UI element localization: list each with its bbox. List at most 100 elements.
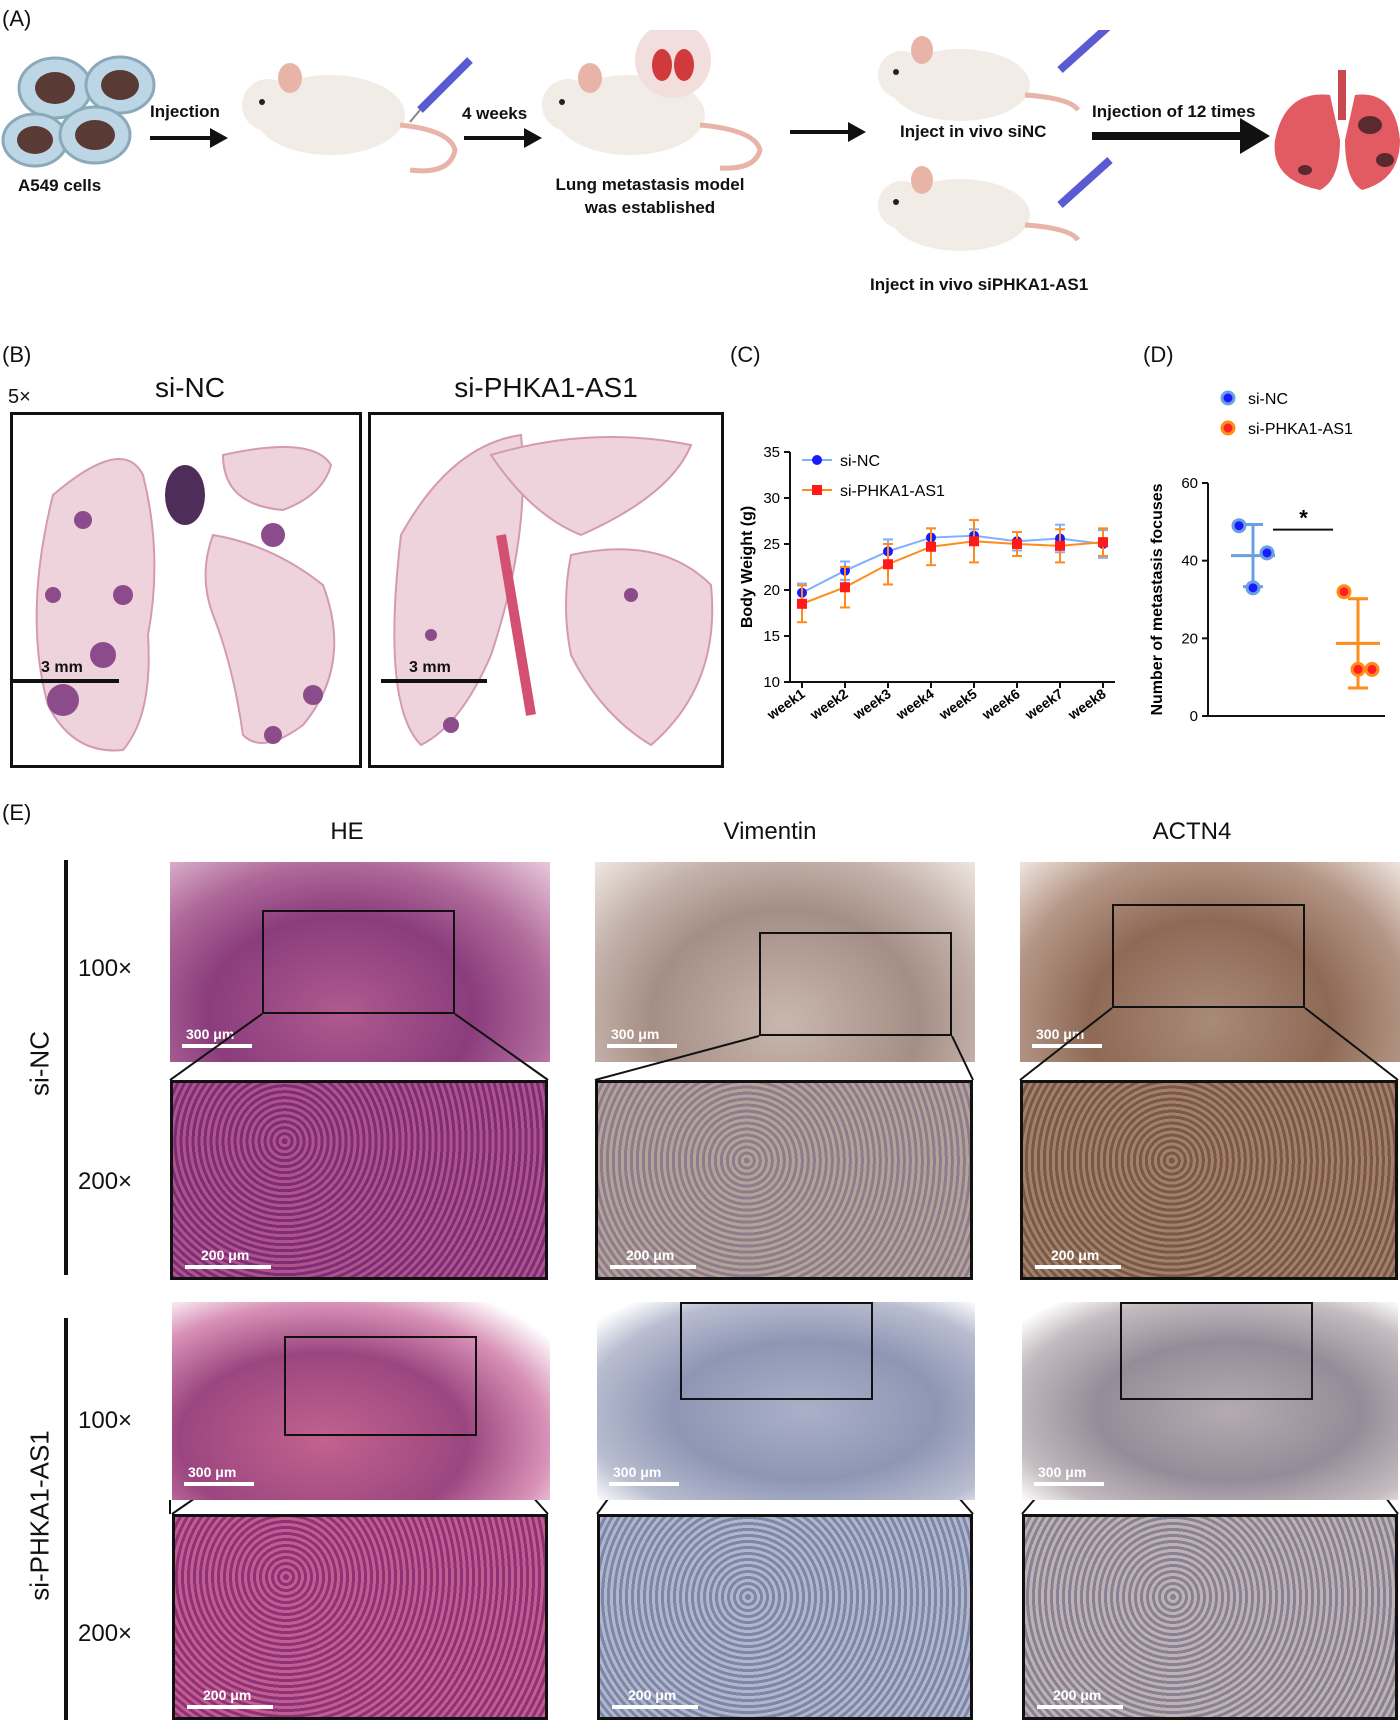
scalebar-label: 300 μm [1038, 1464, 1087, 1480]
scalebar-label: 200 μm [628, 1687, 677, 1703]
scalebar-label-b1: 3 mm [41, 659, 83, 676]
y-axis-label: Number of metastasis focuses [1149, 483, 1166, 715]
legend-marker [1220, 420, 1236, 436]
legend-marker [812, 455, 822, 465]
arrow-1-head [210, 128, 228, 148]
image-actn4-200-sinc: 200 μm [1020, 1080, 1398, 1280]
y-tick-label: 0 [1190, 708, 1198, 725]
panel-b-title-sinc: si-NC [155, 372, 225, 403]
scalebar [1032, 1044, 1102, 1048]
group-siphka1-label: Inject in vivo siPHKA1-AS1 [870, 275, 1089, 294]
scalebar-label: 200 μm [203, 1687, 252, 1703]
legend-marker [812, 485, 822, 495]
column-title-actn4: ACTN4 [1152, 818, 1232, 845]
scalebar-label: 200 μm [626, 1247, 675, 1263]
mag-100-sinc: 100× [78, 955, 133, 982]
image-actn4-100-siphka1: 300 μm [1022, 1302, 1398, 1500]
row-bracket-siphka1 [64, 1318, 68, 1720]
panel-a-illustration [1, 30, 1400, 251]
data-point [1350, 661, 1366, 677]
zoom-box [262, 910, 455, 1014]
arrow-2 [464, 136, 526, 140]
mouse-2-illustration [542, 30, 763, 171]
cells-label: A549 cells [18, 176, 102, 195]
image-vimentin-100-siphka1: 300 μm [597, 1302, 975, 1500]
zoom-box [759, 932, 952, 1036]
data-point [1259, 545, 1275, 561]
scalebar [185, 1265, 271, 1269]
image-he-100-siphka1: 300 μm [172, 1302, 550, 1500]
mouse-3-illustration [878, 30, 1111, 121]
a549-cells-illustration [1, 55, 156, 168]
y-tick-label: 20 [763, 582, 780, 599]
data-point [1055, 540, 1065, 551]
scalebar [612, 1705, 698, 1709]
y-axis-label: Body Weight (g) [739, 506, 756, 628]
scalebar-b1 [13, 679, 119, 683]
lung-section-sinc: 3 mm [10, 412, 362, 768]
scalebar [1034, 1482, 1104, 1486]
data-point [1364, 661, 1380, 677]
image-he-200-siphka1: 200 μm [172, 1514, 548, 1720]
scalebar-b2 [381, 679, 487, 683]
mouse-4-illustration [878, 157, 1113, 251]
scalebar [187, 1705, 273, 1709]
data-point [926, 541, 936, 552]
data-point [1098, 537, 1108, 548]
scalebar-label: 300 μm [188, 1464, 237, 1480]
y-tick-label: 60 [1181, 475, 1198, 492]
legend-label: si-NC [840, 453, 880, 470]
y-tick-label: 20 [1181, 630, 1198, 647]
zoom-box [1120, 1302, 1313, 1400]
metastatic-lungs-illustration [1274, 70, 1400, 190]
scalebar [1037, 1705, 1123, 1709]
y-tick-label: 10 [763, 674, 780, 691]
image-he-100-sinc: 300 μm [170, 862, 550, 1062]
zoom-box [680, 1302, 873, 1400]
arrow-4 [1092, 132, 1242, 140]
mag-100-siphka1: 100× [78, 1407, 133, 1434]
legend-label: si-PHKA1-AS1 [840, 483, 945, 500]
panel-a-letter: (A) [2, 6, 32, 31]
lung-section-sinc-drawing [35, 446, 336, 752]
scalebar [607, 1044, 677, 1048]
panel-b-magnification: 5× [8, 386, 31, 408]
series-line [801, 540, 1104, 605]
y-tick-label: 15 [763, 628, 780, 645]
arrow-1 [150, 136, 212, 140]
panel-b-title-siphka1: si-PHKA1-AS1 [454, 372, 638, 403]
data-point [840, 582, 850, 593]
group-sinc-label: Inject in vivo siNC [900, 122, 1047, 141]
image-vimentin-200-siphka1: 200 μm [597, 1514, 973, 1720]
model-label-line1: Lung metastasis model [555, 175, 745, 194]
series-line [801, 534, 1104, 594]
scalebar-label: 300 μm [613, 1464, 662, 1480]
data-point [797, 598, 807, 609]
step-4weeks-label: 4 weeks [462, 104, 528, 123]
y-tick-label: 30 [763, 490, 780, 507]
scalebar [610, 1265, 696, 1269]
arrow-3 [790, 130, 850, 134]
image-he-200-sinc: 200 μm [170, 1080, 548, 1280]
arrow-4-head [1240, 118, 1270, 154]
y-tick-label: 35 [763, 444, 780, 461]
data-point [1231, 518, 1247, 534]
arrow-2-head [524, 128, 542, 148]
column-title-vimentin: Vimentin [723, 818, 817, 845]
mouse-1-illustration [242, 57, 473, 174]
scalebar-label: 200 μm [1053, 1687, 1102, 1703]
legend-label: si-NC [1248, 391, 1288, 408]
zoom-box [1112, 904, 1305, 1008]
scalebar [1035, 1265, 1121, 1269]
panel-d-letter: (D) [1143, 342, 1174, 367]
y-tick-label: 25 [763, 536, 780, 553]
zoom-box [284, 1336, 477, 1436]
mag-200-siphka1: 200× [78, 1620, 133, 1647]
y-tick-label: 40 [1181, 553, 1198, 570]
model-label-line2: was established [584, 198, 716, 217]
step-injection-label: Injection [150, 102, 220, 121]
image-actn4-200-siphka1: 200 μm [1022, 1514, 1398, 1720]
row-bracket-sinc [64, 860, 68, 1275]
image-vimentin-200-sinc: 200 μm [595, 1080, 973, 1280]
